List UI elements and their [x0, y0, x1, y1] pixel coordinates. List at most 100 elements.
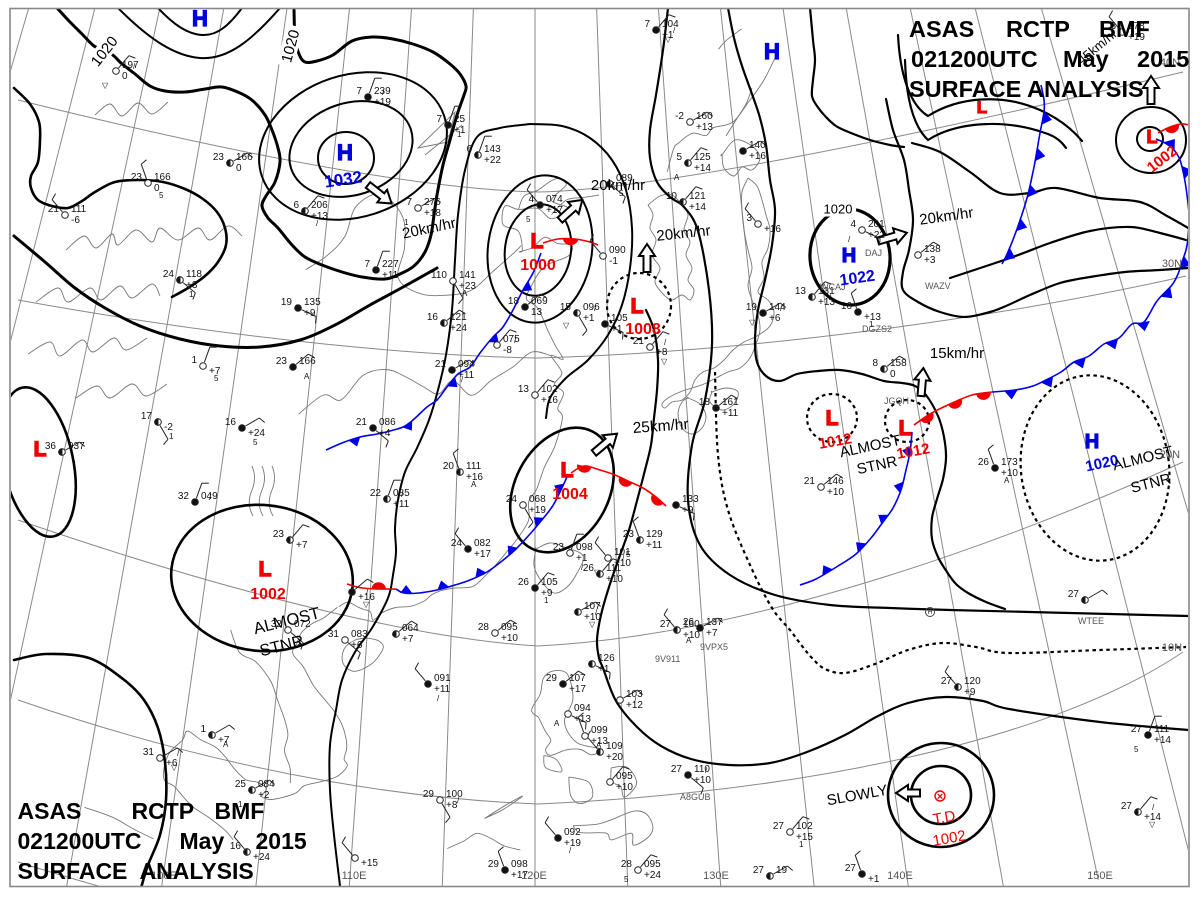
svg-text:/: /: [664, 338, 667, 347]
svg-text:107: 107: [569, 673, 586, 684]
svg-text:049: 049: [201, 491, 218, 502]
svg-text:32: 32: [178, 491, 190, 502]
svg-text:/: /: [617, 570, 620, 579]
svg-text:19: 19: [746, 302, 758, 313]
svg-text:WCAJ: WCAJ: [820, 282, 846, 292]
svg-text:+1: +1: [598, 664, 610, 675]
svg-text:L: L: [1147, 127, 1158, 147]
svg-text:+13: +13: [818, 297, 835, 308]
svg-text:23: 23: [131, 172, 143, 183]
svg-text:26: 26: [583, 563, 595, 574]
svg-text:16: 16: [230, 841, 242, 852]
svg-text:+7: +7: [209, 366, 221, 377]
svg-text:1020: 1020: [1084, 452, 1120, 476]
svg-text:138: 138: [924, 244, 941, 255]
svg-text:31: 31: [143, 747, 155, 758]
svg-text:32: 32: [271, 619, 283, 630]
svg-text:25km/hr: 25km/hr: [632, 416, 689, 437]
svg-text:095: 095: [644, 859, 661, 870]
svg-text:+16: +16: [358, 592, 375, 603]
svg-text:+10: +10: [683, 630, 700, 641]
svg-text:+10: +10: [616, 782, 633, 793]
svg-text:1000: 1000: [520, 257, 556, 274]
svg-text:A: A: [596, 741, 602, 750]
svg-text:095: 095: [616, 771, 633, 782]
svg-text:27: 27: [1131, 724, 1143, 735]
svg-text:/: /: [569, 846, 572, 855]
svg-text:+10: +10: [694, 775, 711, 786]
svg-text:+1: +1: [662, 30, 674, 41]
svg-text:074: 074: [546, 194, 563, 205]
svg-text:/: /: [133, 62, 136, 71]
svg-text:1: 1: [799, 840, 804, 849]
svg-text:3: 3: [1110, 21, 1116, 32]
svg-text:131: 131: [818, 286, 835, 297]
svg-text:082: 082: [474, 538, 491, 549]
svg-text:H: H: [764, 39, 780, 64]
svg-text:/: /: [1152, 803, 1155, 812]
svg-text:29: 29: [423, 789, 435, 800]
svg-text:227: 227: [382, 259, 399, 270]
svg-text:+7: +7: [218, 735, 230, 746]
svg-text:/: /: [401, 490, 404, 499]
svg-text:+10: +10: [827, 487, 844, 498]
svg-text:ASAS: ASAS: [18, 798, 82, 824]
svg-text:173: 173: [1001, 457, 1018, 468]
svg-text:+6: +6: [166, 758, 178, 769]
svg-text:13: 13: [795, 286, 807, 297]
svg-text:+24: +24: [644, 870, 661, 881]
svg-text:+17: +17: [474, 549, 491, 560]
svg-text:+17: +17: [569, 684, 586, 695]
svg-text:8: 8: [872, 358, 878, 369]
svg-text:27: 27: [773, 821, 785, 832]
svg-text:096: 096: [583, 302, 600, 313]
svg-text:+16: +16: [764, 224, 781, 235]
svg-text:/: /: [594, 304, 597, 313]
svg-text:+1: +1: [576, 553, 588, 564]
svg-text:27: 27: [845, 863, 857, 874]
svg-text:/: /: [457, 796, 460, 805]
svg-text:+11: +11: [458, 370, 475, 381]
svg-text:109: 109: [606, 741, 623, 752]
svg-text:21: 21: [48, 204, 60, 215]
svg-text:20: 20: [443, 461, 455, 472]
svg-text:+19: +19: [374, 97, 391, 108]
svg-text:101: 101: [614, 547, 631, 558]
svg-text:+9: +9: [304, 308, 316, 319]
svg-text:A: A: [686, 636, 692, 645]
svg-text:+22: +22: [484, 155, 501, 166]
svg-text:1002: 1002: [931, 827, 967, 850]
svg-text:13: 13: [531, 307, 543, 318]
svg-text:/: /: [848, 235, 851, 244]
svg-text:26: 26: [978, 457, 990, 468]
svg-text:L: L: [531, 230, 544, 253]
svg-text:1: 1: [297, 638, 302, 647]
svg-text:5: 5: [214, 374, 219, 383]
svg-text:L: L: [826, 407, 839, 430]
svg-text:083: 083: [351, 629, 368, 640]
svg-text:24: 24: [451, 538, 463, 549]
svg-text:1002: 1002: [250, 586, 286, 603]
svg-text:21: 21: [633, 336, 645, 347]
svg-text:▽: ▽: [1149, 820, 1156, 829]
svg-text:158: 158: [890, 358, 907, 369]
svg-text:RCTP: RCTP: [132, 798, 195, 824]
svg-text:19: 19: [281, 297, 293, 308]
svg-text:143: 143: [484, 144, 501, 155]
svg-text:0: 0: [154, 183, 160, 194]
svg-text:+10: +10: [584, 612, 601, 623]
svg-text:▽: ▽: [665, 35, 672, 44]
svg-text:086: 086: [379, 417, 396, 428]
svg-text:18: 18: [699, 397, 711, 408]
svg-text:1: 1: [457, 130, 462, 139]
svg-text:178: 178: [1128, 21, 1145, 32]
svg-text:+1: +1: [868, 874, 880, 885]
svg-text:ASAS: ASAS: [909, 16, 974, 42]
svg-text:166: 166: [299, 356, 316, 367]
svg-text:A: A: [462, 289, 468, 298]
svg-text:160: 160: [683, 619, 700, 630]
svg-text:090: 090: [609, 245, 626, 256]
svg-text:6: 6: [466, 144, 472, 155]
svg-text:WTEE: WTEE: [1078, 616, 1104, 626]
svg-text:+11: +11: [434, 684, 451, 695]
